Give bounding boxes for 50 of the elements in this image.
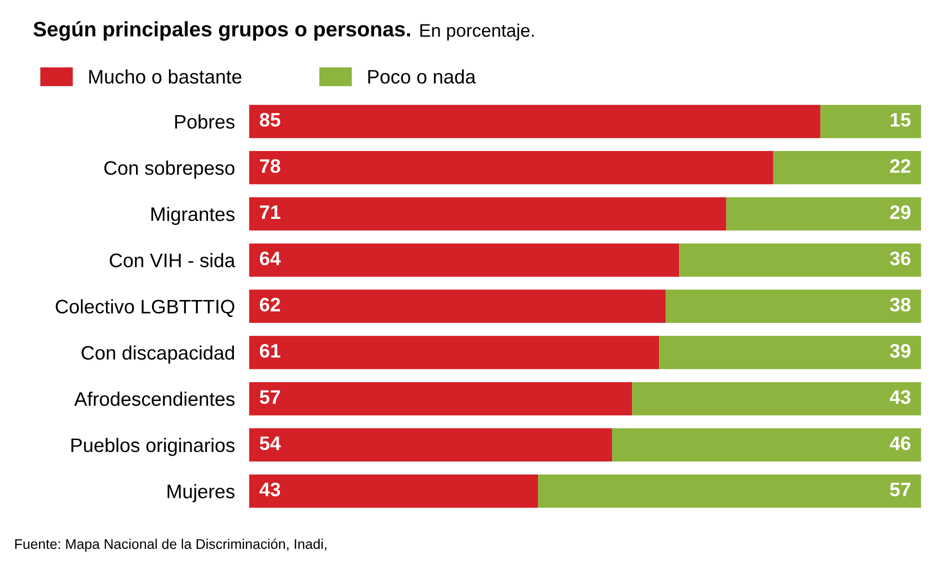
bar (538, 474, 922, 508)
data-label: 36 (890, 252, 910, 266)
data-label: 57 (260, 390, 280, 404)
y-tick-label: Colectivo LGBTTTIQ (56, 299, 234, 318)
data-label: 39 (890, 344, 910, 358)
data-label: 15 (890, 113, 911, 127)
legend-label: Poco o nada (368, 69, 476, 84)
y-tick-label: Mujeres (168, 484, 235, 502)
y-tick-label: Con VIH - sida (110, 253, 236, 268)
y-tick-label: Pobres (175, 114, 235, 129)
source-note: Fuente: Mapa Nacional de la Discriminación, Inadi, (15, 538, 326, 552)
bar (726, 197, 922, 231)
data-label: 46 (890, 436, 910, 450)
y-tick-label: Afrodescendientes (74, 392, 235, 406)
bar (249, 290, 666, 323)
bar (820, 104, 922, 138)
y-tick-label: Con discapacidad (82, 345, 234, 364)
data-label: 54 (260, 436, 281, 450)
bar (679, 243, 922, 277)
data-label: 57 (890, 482, 910, 496)
bar (249, 428, 612, 462)
chart-title: Según principales grupos o personas. (34, 21, 410, 41)
legend-label: Mucho o bastante (89, 69, 242, 84)
data-label: 29 (890, 205, 910, 220)
data-label: 78 (260, 159, 280, 173)
chart-subtitle: En porcentaje. (420, 24, 534, 40)
data-label: 71 (260, 206, 280, 219)
data-label: 43 (259, 482, 280, 496)
bar (249, 104, 820, 138)
data-label: 61 (260, 344, 280, 358)
bar (773, 151, 922, 184)
data-label: 43 (890, 390, 910, 404)
data-label: 62 (260, 298, 280, 312)
bar (249, 474, 538, 508)
bar (249, 243, 680, 277)
y-tick-label: Con sobrepeso (104, 160, 234, 179)
bar (659, 336, 922, 370)
data-label: 85 (260, 112, 280, 127)
data-label: 22 (890, 159, 910, 173)
y-tick-label: Pueblos originarios (71, 438, 235, 456)
bar (632, 382, 922, 416)
bar (249, 151, 774, 184)
data-label: 38 (890, 298, 911, 312)
y-tick-label: Migrantes (151, 206, 235, 225)
bar (249, 197, 726, 231)
data-label: 64 (260, 252, 281, 266)
bar (249, 336, 660, 370)
bar (612, 428, 922, 462)
bar (666, 290, 922, 323)
bar (249, 382, 632, 416)
